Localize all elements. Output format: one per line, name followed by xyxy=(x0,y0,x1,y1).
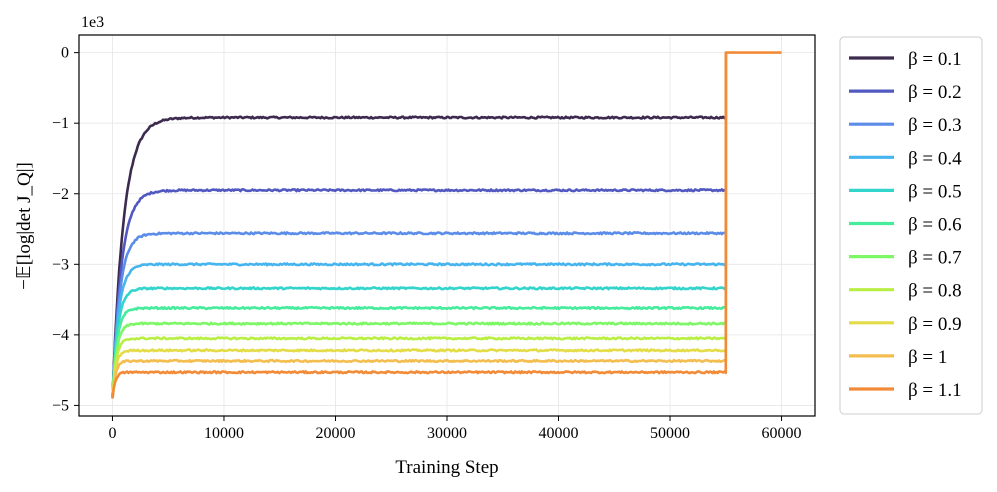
legend-label: β = 0.4 xyxy=(908,148,962,169)
series-line xyxy=(111,52,728,399)
legend: β = 0.1 β = 0.2 β = 0.3 β = 0.4 β = 0.5 β = 0… xyxy=(839,36,983,415)
series-line xyxy=(111,52,728,399)
plot-lines xyxy=(111,51,782,399)
legend-label: β = 0.1 xyxy=(908,49,962,70)
legend-label: β = 1.1 xyxy=(908,380,962,401)
series-line xyxy=(111,52,728,399)
y-tick-label: −5 xyxy=(52,397,69,414)
x-tick-label: 40000 xyxy=(539,425,579,442)
series-line xyxy=(111,52,728,399)
legend-label: β = 0.2 xyxy=(908,82,962,103)
y-tick-label: −1 xyxy=(52,115,69,132)
x-tick-label: 0 xyxy=(108,425,116,442)
x-tick-label: 60000 xyxy=(762,425,802,442)
x-tick-label: 30000 xyxy=(427,425,467,442)
series-line xyxy=(111,52,728,399)
legend-label: β = 1 xyxy=(908,347,947,368)
legend-label: β = 0.5 xyxy=(908,181,962,202)
x-axis-label: Training Step xyxy=(395,457,498,478)
y-tick-label: −4 xyxy=(52,327,69,344)
x-tick-label: 20000 xyxy=(315,425,355,442)
series-line xyxy=(111,52,728,399)
x-tick-label: 50000 xyxy=(650,425,690,442)
legend-label: β = 0.7 xyxy=(908,248,962,269)
series-line xyxy=(111,51,782,399)
series-line xyxy=(111,52,728,399)
legend-label: β = 0.3 xyxy=(908,115,962,136)
legend-label: β = 0.8 xyxy=(908,281,962,302)
ticks: 0 10000 20000 30000 40000 50000 60000 0 −1 −2 −3 −4… xyxy=(52,45,802,442)
y-tick-label: 0 xyxy=(61,45,69,62)
y-tick-label: −3 xyxy=(52,256,69,273)
series-line xyxy=(111,52,728,399)
y-scale-label: 1e3 xyxy=(81,14,104,31)
x-tick-label: 10000 xyxy=(204,425,244,442)
legend-frame xyxy=(839,36,983,415)
legend-label: β = 0.6 xyxy=(908,215,962,236)
series-line xyxy=(111,52,728,399)
y-tick-label: −2 xyxy=(52,186,69,203)
legend-label: β = 0.9 xyxy=(908,314,962,335)
series-line xyxy=(111,52,728,399)
y-axis-label: −𝔼[log|det J_Q|] xyxy=(14,162,35,290)
